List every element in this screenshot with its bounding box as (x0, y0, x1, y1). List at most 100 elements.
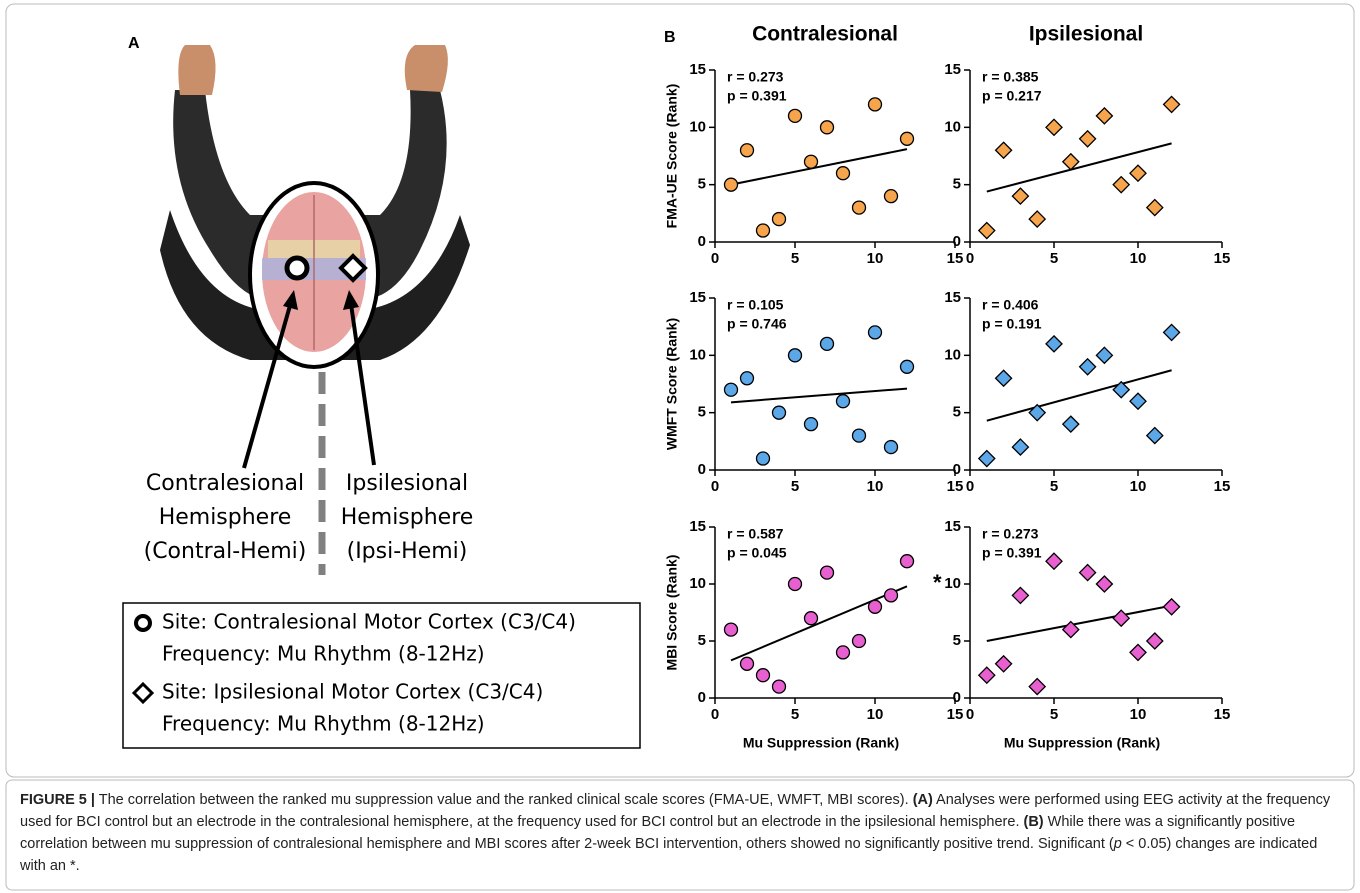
caption: FIGURE 5 | The correlation between the r… (20, 789, 1342, 877)
trend-line (730, 585, 908, 662)
legend-marker (131, 681, 155, 705)
point (867, 325, 883, 340)
point (883, 588, 899, 603)
x-tick-label: 10 (1130, 250, 1147, 267)
y-tick-label: 5 (953, 404, 961, 421)
point (867, 599, 883, 614)
stat-annotation: p = 0.217 (982, 88, 1042, 104)
point (803, 416, 819, 432)
y-tick-label: 5 (953, 176, 961, 193)
point (1011, 438, 1030, 456)
column-title: Contralesional (752, 23, 898, 46)
stat-annotation: p = 0.191 (982, 316, 1042, 332)
caption-text: FIGURE 5 | (20, 792, 95, 808)
point (1095, 106, 1114, 125)
point (771, 211, 787, 227)
point (1145, 426, 1164, 445)
y-tick-label: 10 (689, 118, 706, 135)
y-tick-label: 0 (698, 689, 706, 706)
point (803, 154, 819, 169)
point (739, 656, 755, 671)
point (1078, 129, 1097, 148)
point (1162, 597, 1181, 616)
point (771, 405, 787, 420)
x-tick-label: 0 (711, 478, 719, 495)
point (1045, 118, 1063, 137)
caption-text: < 0.05) changes are indicated with an *. (20, 836, 1322, 874)
point (899, 554, 915, 569)
trend-line (986, 142, 1172, 193)
hemisphere-label: Hemisphere (341, 505, 474, 530)
x-tick-label: 0 (966, 250, 974, 267)
y-tick-label: 10 (944, 118, 961, 135)
point (1028, 210, 1047, 228)
y-tick-label: 15 (944, 289, 961, 306)
y-tick-label: 0 (698, 233, 706, 250)
panel-label: B (664, 29, 676, 46)
stat-annotation: r = 0.105 (727, 297, 784, 313)
x-tick-label: 15 (947, 250, 964, 267)
point (883, 188, 899, 204)
point (835, 645, 851, 660)
x-tick-label: 10 (1130, 478, 1147, 495)
x-tick-label: 15 (947, 706, 964, 723)
stat-annotation: r = 0.406 (982, 297, 1039, 313)
point (723, 622, 739, 637)
y-tick-label: 15 (689, 518, 706, 535)
point (1162, 323, 1181, 342)
y-tick-label: 0 (953, 461, 961, 478)
stat-annotation: r = 0.587 (727, 526, 784, 542)
x-axis-label: Mu Suppression (Rank) (1004, 735, 1160, 751)
y-tick-label: 15 (689, 61, 706, 78)
y-tick-label: 10 (944, 575, 961, 592)
caption-text: (B) (1023, 814, 1044, 830)
point (755, 668, 771, 683)
point (1045, 552, 1063, 571)
x-tick-label: 5 (791, 250, 799, 267)
y-tick-label: 0 (953, 233, 961, 250)
y-tick-label: 15 (944, 518, 961, 535)
point (977, 221, 996, 240)
stat-annotation: p = 0.391 (982, 545, 1042, 561)
point (977, 666, 996, 685)
point (867, 97, 883, 112)
y-tick-label: 5 (953, 632, 961, 649)
point (1129, 164, 1147, 183)
y-axis-label: WMFT Score (Rank) (664, 318, 680, 450)
x-tick-label: 0 (711, 706, 719, 723)
point (739, 371, 755, 386)
point (1112, 609, 1131, 628)
caption-text: p (1113, 836, 1122, 852)
point (899, 131, 915, 146)
point (994, 654, 1013, 673)
legend-text: Site: Contralesional Motor Cortex (C3/C4… (162, 610, 576, 634)
legend-marker (134, 614, 152, 632)
x-tick-label: 5 (791, 478, 799, 495)
y-tick-label: 10 (689, 346, 706, 363)
trend-line (986, 604, 1172, 642)
point (1095, 575, 1114, 593)
y-tick-label: 15 (689, 289, 706, 306)
hemisphere-label: Hemisphere (159, 505, 292, 530)
x-tick-label: 5 (1050, 250, 1058, 267)
x-tick-label: 5 (1050, 706, 1058, 723)
point (1112, 380, 1131, 399)
point (899, 359, 915, 374)
significance-mark: * (933, 570, 942, 595)
point (1078, 357, 1097, 376)
caption-text: While there was a significantly positive… (20, 814, 1300, 852)
caption-text: (A) (912, 792, 933, 808)
point (994, 141, 1013, 160)
y-tick-label: 15 (944, 61, 961, 78)
point (994, 369, 1013, 388)
legend-text: Frequency: Mu Rhythm (8-12Hz) (162, 642, 485, 666)
stat-annotation: p = 0.391 (727, 88, 787, 104)
x-tick-label: 0 (711, 250, 719, 267)
point (1129, 392, 1147, 411)
legend-text: Frequency: Mu Rhythm (8-12Hz) (162, 712, 485, 736)
y-tick-label: 10 (944, 346, 961, 363)
point (787, 108, 803, 124)
hemisphere-label: (Contral-Hemi) (144, 539, 307, 564)
